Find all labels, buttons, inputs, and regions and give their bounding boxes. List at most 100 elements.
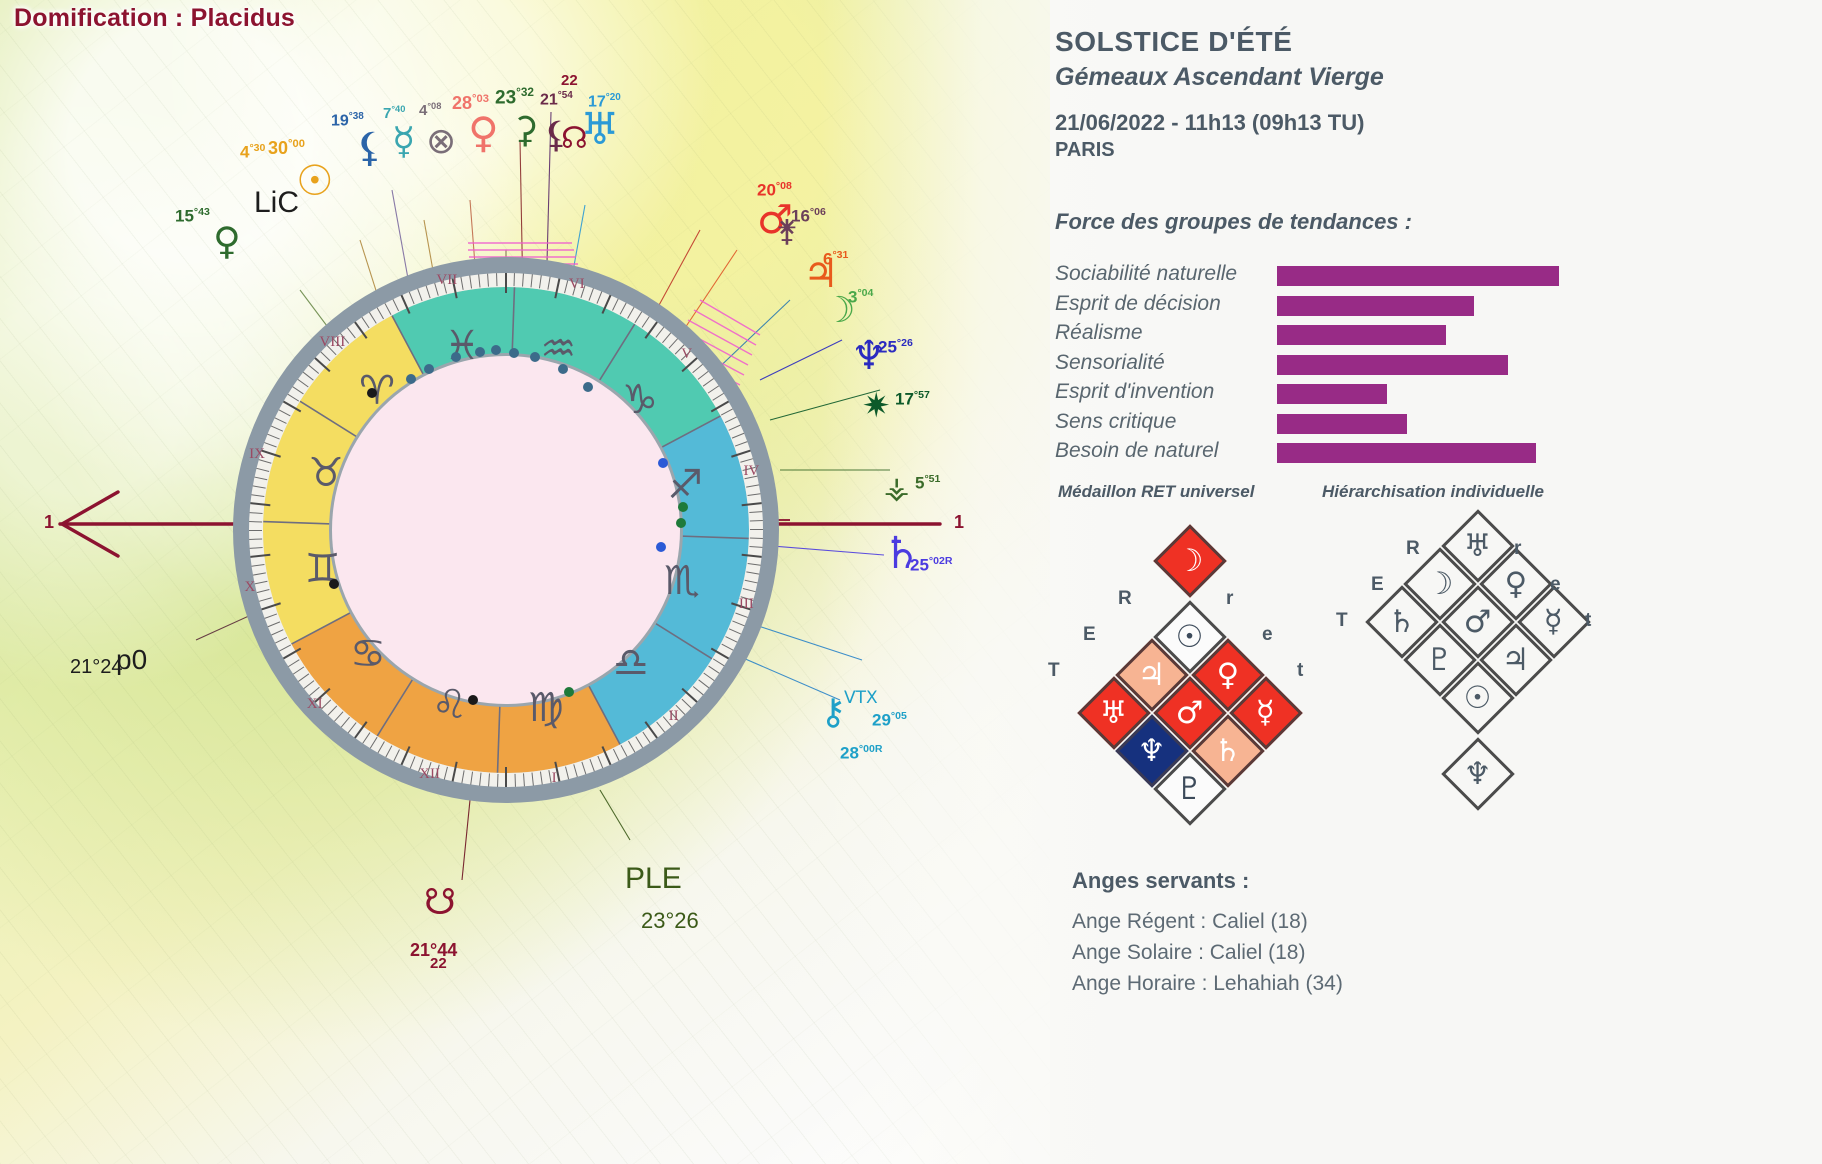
neptune-glyph[interactable]: ♆ bbox=[851, 333, 887, 379]
tendency-bar bbox=[1277, 354, 1509, 375]
natal-chart-wheel[interactable]: ♊ ♉ ♈ ♓ ♒ ♑ ♐ ♏ ♎ ♍ ♌ ♋ X IX VIII VII VI V IV III II I XII XI bbox=[233, 257, 779, 803]
house-numeral: III bbox=[738, 595, 754, 612]
zodiac-sign-glyph: ♏ bbox=[663, 558, 700, 605]
south-node-glyph[interactable]: ☋ bbox=[424, 882, 456, 923]
tendency-label: Esprit d'invention bbox=[1055, 380, 1215, 403]
chart-datetime: 21/06/2022 - 11h13 (09h13 TU) bbox=[1055, 110, 1365, 135]
zodiac-sign-glyph: ♒ bbox=[540, 326, 577, 373]
asteroid-glyph[interactable]: ✷ bbox=[862, 386, 891, 426]
medallion-title: Médaillon RET universel bbox=[1058, 482, 1255, 501]
ret-letter-t: t bbox=[1585, 610, 1592, 631]
tendencies-title: Force des groupes de tendances : bbox=[1055, 209, 1412, 234]
earth-glyph[interactable]: ⊗ bbox=[426, 121, 457, 162]
jupiter-glyph-symbol: ♃ bbox=[1502, 641, 1530, 678]
angel-line: Ange Régent : Caliel (18) bbox=[1072, 910, 1308, 933]
angel-line: Ange Solaire : Caliel (18) bbox=[1072, 941, 1306, 964]
chiron-glyph[interactable]: ⚸ bbox=[355, 125, 385, 171]
venus-glyph[interactable]: ♀ bbox=[468, 108, 499, 157]
sun-glyph-symbol: ☉ bbox=[1176, 618, 1204, 655]
juno-degree: 5°51 bbox=[915, 473, 941, 493]
inner-planet-dots bbox=[329, 345, 688, 705]
south-node-degree: 22 bbox=[430, 955, 447, 972]
house-numeral: XI bbox=[306, 695, 323, 712]
node-degree: 22 bbox=[561, 72, 578, 89]
chiron2-glyph[interactable]: ⚷ bbox=[820, 692, 847, 733]
uranus-glyph-symbol: ♅ bbox=[1464, 527, 1492, 564]
uranus-glyph[interactable]: ♅ bbox=[580, 104, 620, 155]
mars-degree: 20°08 bbox=[757, 180, 792, 200]
tendency-bar bbox=[1277, 413, 1407, 434]
jupiter-glyph-symbol: ♃ bbox=[1138, 656, 1166, 693]
pallas-glyph[interactable]: ♀ bbox=[213, 219, 241, 263]
sun-extra-degree-degree: 30°00 bbox=[268, 138, 305, 158]
uranus-degree: 17°20 bbox=[588, 92, 621, 111]
lilith-glyph[interactable]: ⚸ bbox=[543, 115, 570, 156]
venus-glyph-symbol: ♀ bbox=[1216, 656, 1240, 693]
angel-line: Ange Horaire : Lehahiah (34) bbox=[1072, 972, 1343, 995]
house-numeral: IV bbox=[743, 463, 760, 480]
tendency-row: Sensorialité bbox=[1055, 351, 1815, 381]
neptune-glyph-symbol: ♆ bbox=[1138, 732, 1166, 769]
wheel-aspect-area bbox=[332, 356, 680, 704]
zodiac-sign-glyph: ♌ bbox=[431, 681, 468, 728]
tendency-bar bbox=[1277, 295, 1475, 316]
degree-tick bbox=[505, 273, 507, 293]
house-numeral: XII bbox=[419, 765, 440, 782]
node-glyph[interactable]: ☊ bbox=[561, 121, 588, 156]
ret-letter-E: E bbox=[1083, 624, 1096, 645]
tendency-row: Esprit d'invention bbox=[1055, 380, 1815, 410]
chiron2-degree: 29°05 bbox=[872, 710, 907, 730]
sun-glyph[interactable]: ☉ bbox=[296, 156, 334, 205]
moon-glyph[interactable]: ☽ bbox=[823, 290, 856, 331]
jupiter-degree: 6°31 bbox=[823, 249, 849, 269]
zodiac-sign-glyph: ♉ bbox=[308, 449, 344, 496]
info-panel: SOLSTICE D'ÉTÉ Gémeaux Ascendant Vierge … bbox=[1048, 0, 1822, 1164]
ceres-glyph[interactable]: ⚳ bbox=[512, 110, 539, 151]
ret-letter-R: R bbox=[1118, 588, 1132, 609]
tendency-label: Sens critique bbox=[1055, 409, 1177, 433]
sun-degree: 4°30 bbox=[240, 142, 266, 162]
lilith-degree: 21°54 bbox=[540, 90, 573, 109]
p0-degree: 21°24 bbox=[70, 656, 123, 678]
vertex-label[interactable]: VTX bbox=[844, 688, 878, 708]
domification-label: Domification : Placidus bbox=[14, 4, 296, 32]
house-numeral: X bbox=[244, 578, 256, 595]
zodiac-sign-glyph: ♈ bbox=[359, 367, 395, 414]
tendency-label: Besoin de naturel bbox=[1055, 439, 1219, 462]
ret-letter-T: T bbox=[1048, 660, 1060, 681]
neptune-glyph[interactable]: ♆ bbox=[1441, 736, 1515, 811]
house-numeral: I bbox=[551, 770, 557, 787]
jupiter-glyph[interactable]: ♃ bbox=[803, 251, 839, 297]
mercury-glyph-symbol: ☿ bbox=[1544, 603, 1564, 640]
mercury-glyph[interactable]: ☿ bbox=[392, 119, 416, 163]
vesta-degree: 16°06 bbox=[791, 206, 826, 226]
mars-glyph[interactable]: ♂ bbox=[757, 197, 793, 243]
ret-letter-E: E bbox=[1371, 574, 1384, 595]
zodiac-sign-glyph: ♍ bbox=[527, 685, 564, 732]
juno-glyph[interactable]: ⚶ bbox=[884, 471, 910, 506]
tendency-bar bbox=[1277, 443, 1537, 463]
zodiac-sign-glyph: ♓ bbox=[444, 322, 481, 369]
saturn-glyph-symbol: ♄ bbox=[1214, 732, 1242, 769]
pluto-glyph-symbol: ♇ bbox=[1176, 770, 1204, 807]
tendency-bar bbox=[1277, 384, 1387, 404]
mercury-glyph-symbol: ☿ bbox=[1256, 694, 1276, 731]
neptune-glyph-symbol: ♆ bbox=[1464, 755, 1492, 792]
hierarchy-title: Hiérarchisation individuelle bbox=[1322, 482, 1545, 501]
ret-letter-R: R bbox=[1406, 538, 1420, 559]
asteroid-degree: 17°57 bbox=[895, 389, 930, 409]
tendency-label: Sociabilité naturelle bbox=[1055, 262, 1238, 285]
p0-label: p0 bbox=[116, 644, 148, 675]
saturn-glyph[interactable]: ♄ bbox=[882, 528, 922, 579]
tendency-row: Esprit de décision bbox=[1055, 292, 1815, 322]
axis-label-left: 1 bbox=[44, 512, 55, 532]
vesta-glyph[interactable]: ⚵ bbox=[776, 214, 798, 249]
moon-glyph[interactable]: ☽ bbox=[1153, 524, 1227, 598]
tendency-label: Sensorialité bbox=[1055, 350, 1165, 374]
house-numeral: VIII bbox=[319, 333, 346, 350]
venus-degree: 28°03 bbox=[452, 93, 489, 113]
vertex-label-degree: 28°00R bbox=[840, 743, 883, 763]
ret-letter-t: t bbox=[1297, 660, 1304, 681]
